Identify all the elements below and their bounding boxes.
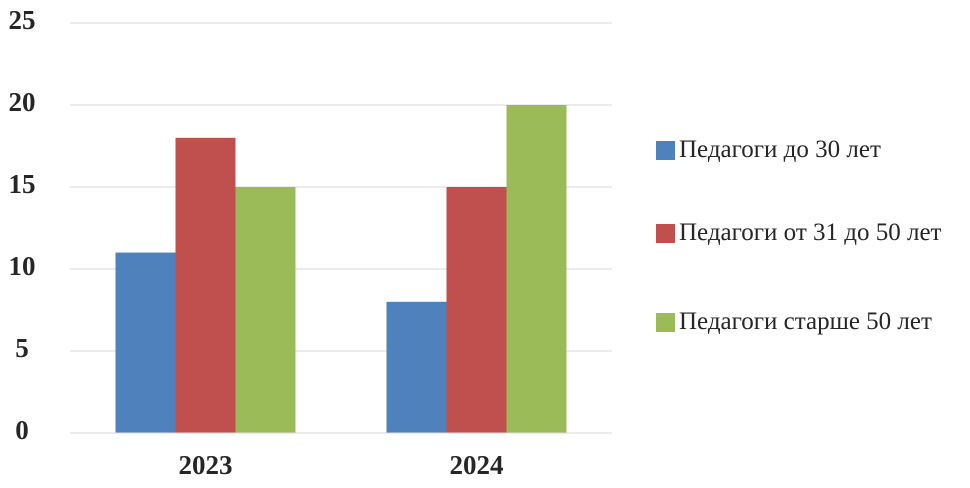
bar (446, 187, 507, 433)
bar (115, 252, 176, 433)
x-tick-label: 2024 (450, 450, 504, 480)
y-tick-label: 0 (15, 415, 29, 445)
y-tick-label: 15 (9, 169, 36, 199)
y-tick-label: 10 (9, 251, 36, 281)
legend-label: Педагоги от 31 до 50 лет (679, 219, 942, 246)
x-tick-label: 2023 (179, 450, 233, 480)
legend-swatch (656, 141, 675, 160)
bar (175, 137, 236, 434)
legend-label: Педагоги до 30 лет (679, 136, 881, 163)
bar (235, 187, 296, 433)
legend-swatch (656, 224, 675, 243)
bar (506, 105, 567, 433)
y-tick-label: 25 (9, 5, 36, 35)
y-tick-label: 5 (15, 333, 29, 363)
y-tick-label: 20 (9, 87, 36, 117)
legend-entry: Педагоги до 30 лет (656, 132, 956, 168)
legend-entry: Педагоги старше 50 лет (656, 304, 956, 340)
legend-swatch (656, 313, 675, 332)
legend-label: Педагоги старше 50 лет (679, 308, 932, 335)
bar (386, 301, 447, 433)
legend-entry: Педагоги от 31 до 50 лет (656, 215, 956, 251)
